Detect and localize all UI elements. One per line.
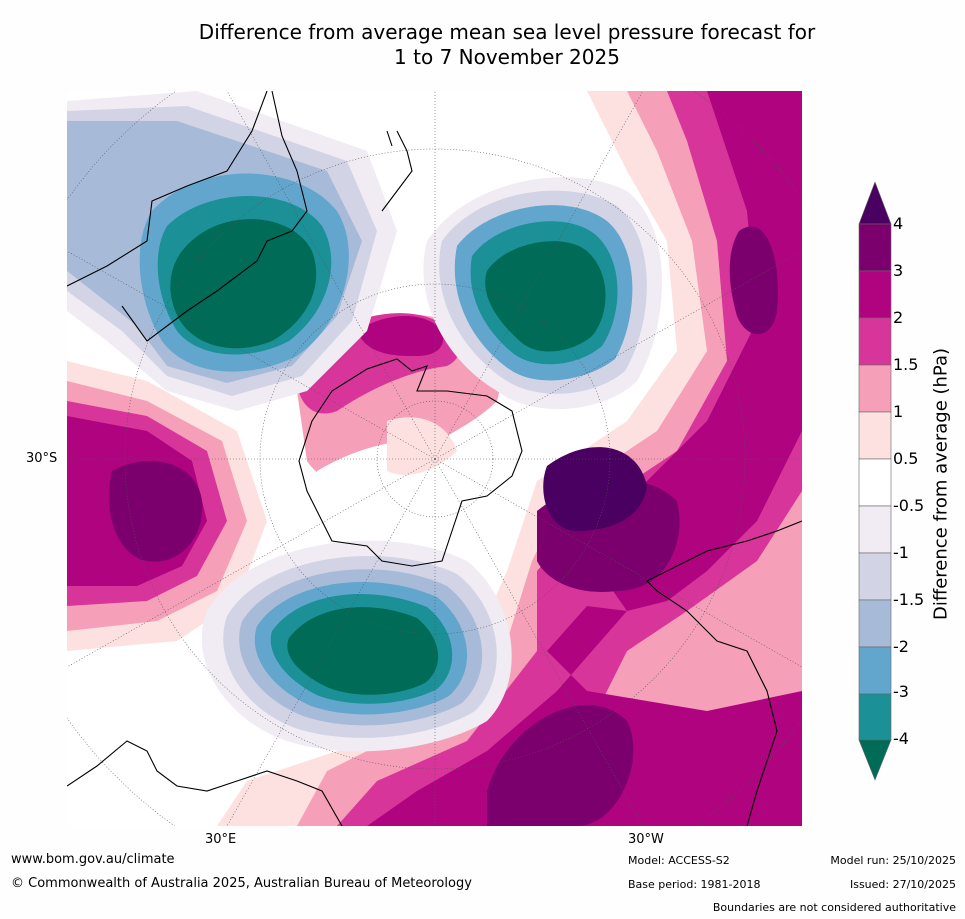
colorbar-swatch-minus-4-to-minus-3 [858,693,892,741]
colorbar-label-2: 2 [893,308,904,327]
colorbar-swatch-0-5-to-1 [858,411,892,460]
positive-anomaly-region-east-1 [297,91,802,826]
colorbar-label-minus-1-5: -1.5 [893,590,925,609]
positive-anomaly-peak-atlantic [543,447,647,531]
australia-coastline [67,91,308,342]
colorbar-swatch-neutral [858,458,892,507]
colorbar-label-minus-3: -3 [893,682,909,701]
colorbar-swatch-minus-1-5-to-minus-1 [858,552,892,601]
footer-model: Model: ACCESS-S2 [628,854,730,867]
graticule [67,91,802,826]
title-line-2: 1 to 7 November 2025 [394,45,620,69]
colorbar-swatch-below-minus-4 [858,739,892,781]
footer-website[interactable]: www.bom.gov.au/climate [11,852,175,867]
coastlines [67,91,802,826]
colorbar-swatch-minus-3-to-minus-2 [858,646,892,695]
africa-coastline [67,740,343,826]
colorbar-label-1-5: 1.5 [893,355,919,374]
colorbar-label-minus-2: -2 [893,637,909,656]
colorbar-swatch-minus-2-to-minus-1-5 [858,599,892,648]
colorbar-swatch-1-to-1-5 [858,364,892,413]
anomaly-map-svg [67,91,802,826]
colorbar-swatch-minus-1-to-minus-0-5 [858,505,892,554]
anomaly-map [67,91,802,826]
colorbar [858,181,965,792]
longitude-label-30w: 30°W [628,832,664,847]
negative-anomaly-indian-core [287,607,439,695]
colorbar-label-4: 4 [893,214,904,233]
positive-anomaly-core-south [487,705,634,826]
footer-copyright: © Commonwealth of Australia 2025, Austra… [11,876,472,891]
latitude-label-30s: 30°S [26,451,58,466]
colorbar-label-0-5: 0.5 [893,449,919,468]
colorbar-label-minus-1: -1 [893,543,909,562]
colorbar-label-3: 3 [893,261,904,280]
longitude-label-30e: 30°E [205,832,237,847]
colorbar-swatch-1-5-to-2 [858,317,892,366]
colorbar-title: Difference from average (hPa) [930,347,952,621]
colorbar-swatch-above-4 [858,181,892,225]
colorbar-label-1: 1 [893,402,904,421]
positive-anomaly-antarctica-peak [357,316,444,356]
colorbar-label-minus-0-5: -0.5 [893,496,925,515]
colorbar-swatches [858,181,892,781]
positive-anomaly-core-east-pacific [729,226,778,335]
neutral-region-polar-east [387,417,457,475]
footer-disclaimer: Boundaries are not considered authoritat… [712,901,956,914]
new-zealand-coastline [381,130,413,212]
colorbar-swatch-2-to-3 [858,270,892,319]
footer-model-run: Model run: 25/10/2025 [830,854,956,867]
negative-anomaly-pacific-core [485,241,606,352]
south-america-coastline [646,520,802,826]
positive-anomaly-core-west [108,461,203,562]
footer-base-period: Base period: 1981-2018 [628,878,761,891]
colorbar-label-minus-4: -4 [893,729,909,748]
title-line-1: Difference from average mean sea level p… [198,20,816,44]
positive-anomaly-region-east-3 [367,91,802,826]
map-title: Difference from average mean sea level p… [0,20,965,70]
colorbar-swatch-3-to-4 [858,223,892,272]
antarctica-coastline [298,358,523,567]
negative-anomaly-tasman-core [170,219,317,349]
footer-issued: Issued: 27/10/2025 [849,878,956,891]
colorbar-svg [858,181,892,781]
